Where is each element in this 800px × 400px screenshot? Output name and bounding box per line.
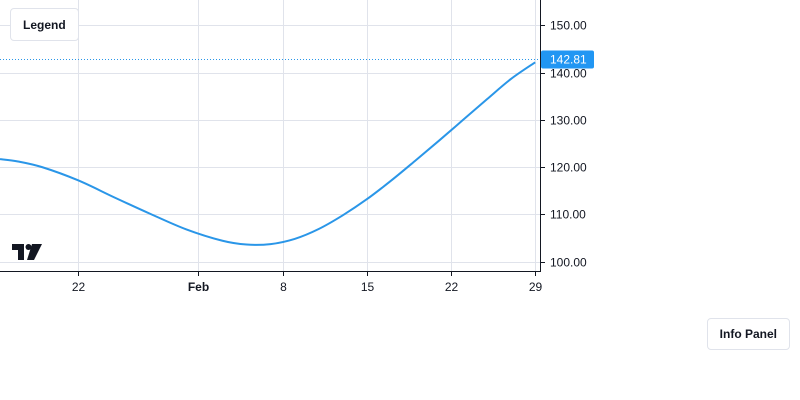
y-tick-label: 120.00 [550, 161, 587, 175]
last-price-label: 142.81 [550, 53, 587, 67]
y-axis-labels: 100.00 110.00 120.00 130.00 140.00 150.00 [540, 19, 587, 270]
series-layer [0, 61, 536, 246]
x-tick-label: 8 [280, 280, 287, 294]
x-tick-label: 22 [445, 280, 459, 294]
x-axis-labels: 22 Feb 8 15 22 29 [72, 271, 543, 294]
grid-layer [0, 0, 540, 271]
tradingview-logo-icon[interactable] [12, 244, 42, 265]
y-tick-label: 140.00 [550, 67, 587, 81]
y-tick-label: 110.00 [550, 208, 586, 222]
legend-button[interactable]: Legend [10, 8, 79, 41]
x-tick-label: Feb [188, 280, 209, 294]
last-price-tag: 142.81 [0, 50, 594, 69]
x-tick-label: 15 [361, 280, 375, 294]
y-tick-label: 150.00 [550, 19, 587, 33]
last-price-tag-background [541, 50, 594, 69]
series-line [0, 61, 536, 246]
y-tick-label: 130.00 [550, 114, 587, 128]
y-tick-label: 100.00 [550, 256, 587, 270]
info-panel-button[interactable]: Info Panel [706, 318, 790, 350]
x-tick-label: 29 [529, 280, 543, 294]
x-tick-label: 22 [72, 280, 86, 294]
axis-layer [0, 0, 541, 272]
